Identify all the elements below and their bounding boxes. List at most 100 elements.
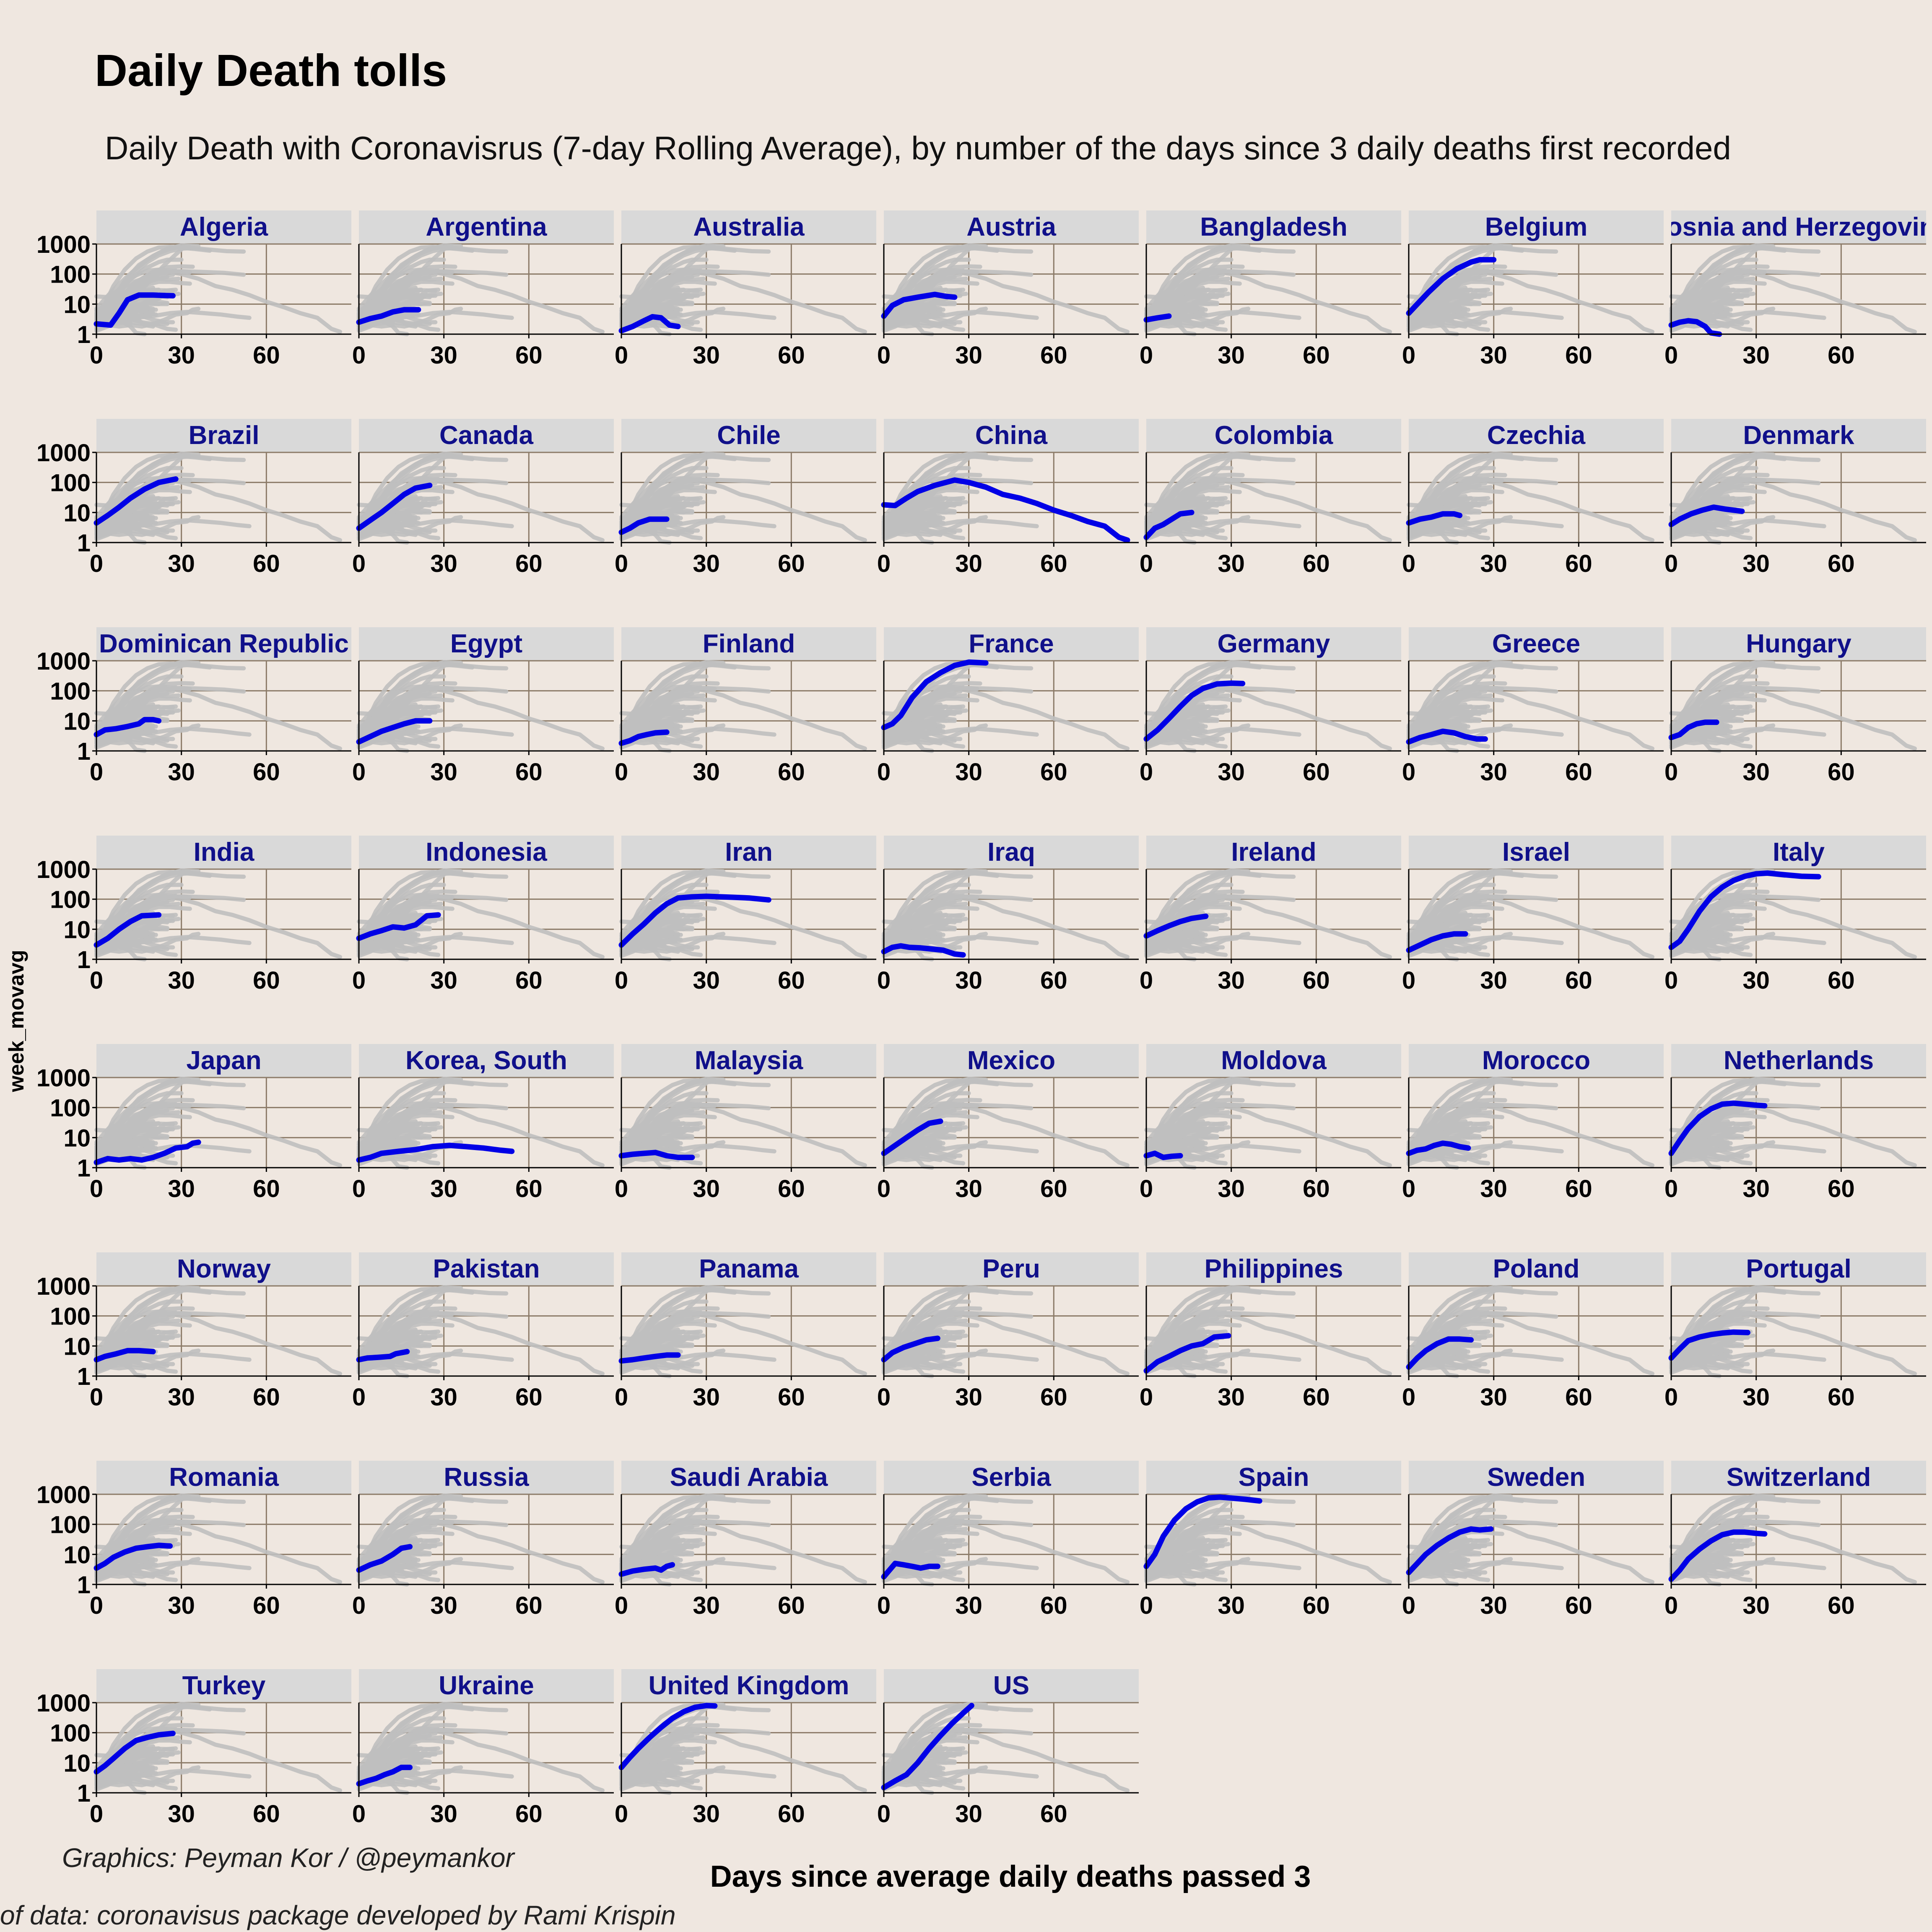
x-tick-label: 60: [778, 967, 805, 994]
series-line: [1406, 511, 1463, 526]
x-tick-label: 30: [955, 967, 982, 994]
series-line: [1668, 719, 1719, 740]
background-series-line: [1407, 1495, 1504, 1561]
background-series-line: [619, 1318, 706, 1366]
facet-strip: [1146, 627, 1401, 661]
x-tick-label: 60: [1828, 342, 1855, 369]
y-tick-label: 1000: [36, 1481, 91, 1509]
y-tick-label: 10: [63, 499, 91, 527]
y-tick-label: 1000: [36, 439, 91, 467]
background-series-line: [1407, 1078, 1504, 1145]
x-tick-label: 60: [1040, 342, 1067, 369]
facet-label: Turkey: [182, 1671, 266, 1700]
facet-strip: [884, 210, 1139, 244]
x-tick-label: 30: [693, 1800, 720, 1828]
background-series-line: [619, 276, 706, 325]
background-series-line: [1407, 1110, 1493, 1158]
x-tick-label: 30: [693, 1384, 720, 1411]
series-line: [1668, 318, 1722, 337]
background-series-line: [357, 276, 443, 325]
series-line: [93, 912, 162, 948]
series-line: [356, 1544, 413, 1573]
background-series-line: [1407, 453, 1499, 540]
background-series-line: [882, 1106, 963, 1149]
x-tick-label: 0: [615, 342, 628, 369]
background-series-line: [94, 1495, 187, 1581]
x-tick-label: 30: [430, 342, 457, 369]
series-line: [356, 1143, 515, 1163]
y-tick-label: 1000: [36, 231, 91, 258]
facet-label: Bosnia and Herzegovina: [1648, 213, 1932, 242]
x-tick-label: 30: [693, 550, 720, 577]
facet-strip: [1671, 836, 1926, 869]
facet-label: Russia: [444, 1463, 529, 1492]
background-series-line: [357, 1318, 443, 1366]
background-series-line: [882, 1527, 968, 1575]
facet-strip: [96, 627, 351, 661]
background-series-line: [882, 485, 968, 533]
x-tick-label: 30: [1742, 342, 1770, 369]
x-tick-label: 0: [1140, 1175, 1153, 1202]
background-series-line: [94, 1735, 181, 1783]
facet-strip: [884, 1669, 1139, 1703]
x-tick-label: 30: [693, 342, 720, 369]
x-tick-label: 30: [168, 1592, 195, 1619]
x-tick-label: 0: [1665, 1384, 1678, 1411]
background-series-line: [94, 244, 192, 311]
x-tick-label: 0: [90, 550, 103, 577]
background-series-line: [1407, 898, 1488, 940]
background-series-line: [357, 1527, 443, 1575]
facet-strip: [359, 627, 614, 661]
x-tick-label: 30: [168, 1384, 195, 1411]
y-tick-label: 1000: [36, 856, 91, 883]
background-series-line: [619, 1523, 700, 1566]
x-tick-label: 30: [1218, 758, 1245, 786]
background-series-line: [1669, 1523, 1750, 1566]
panel-us: US 0 30 60: [877, 1669, 1139, 1828]
x-tick-label: 30: [1480, 967, 1507, 994]
background-series-line: [357, 1495, 454, 1561]
facet-strip: [1409, 1044, 1664, 1078]
panel-australia: Australia 0 30 60: [615, 210, 876, 369]
facet-strip: [1146, 1252, 1401, 1286]
background-series-line: [357, 1286, 454, 1353]
x-tick-label: 30: [955, 1800, 982, 1828]
background-series-line: [1669, 273, 1750, 315]
panel-malaysia: Malaysia 0 30 60: [615, 1044, 876, 1202]
x-tick-label: 30: [1480, 550, 1507, 577]
background-series-line: [882, 453, 974, 540]
background-series-line: [619, 1527, 706, 1575]
panel-colombia: Colombia 0 30 60: [1140, 419, 1401, 577]
facet-label: Norway: [177, 1254, 271, 1283]
x-tick-label: 60: [253, 1800, 280, 1828]
x-tick-label: 60: [1565, 758, 1592, 786]
x-tick-label: 0: [352, 550, 366, 577]
x-tick-label: 30: [430, 1800, 457, 1828]
panel-korea-south: Korea, South 0 30 60: [352, 1044, 614, 1202]
facet-strip: [359, 419, 614, 452]
x-tick-label: 30: [955, 1384, 982, 1411]
background-series-line: [1669, 1078, 1761, 1165]
facet-label: India: [194, 838, 254, 867]
facet-strip: [359, 1252, 614, 1286]
x-tick-label: 30: [430, 758, 457, 786]
series-line: [1143, 680, 1246, 742]
facet-label: Indonesia: [426, 838, 547, 867]
x-tick-label: 0: [877, 550, 891, 577]
facet-label: Denmark: [1743, 421, 1854, 450]
background-series-line: [882, 1523, 963, 1566]
background-series-line: [357, 1731, 438, 1774]
x-tick-label: 60: [1303, 342, 1330, 369]
facet-label: Iraq: [987, 838, 1035, 867]
x-tick-label: 60: [1303, 1592, 1330, 1619]
y-tick-label: 1: [77, 738, 91, 765]
series-line: [881, 1703, 974, 1790]
x-tick-label: 30: [168, 342, 195, 369]
facet-label: France: [969, 629, 1054, 658]
y-tick-label: 1: [77, 1363, 91, 1390]
chart-title: Daily Death tolls: [95, 45, 447, 96]
facet-strip: [1671, 1252, 1926, 1286]
x-tick-label: 0: [877, 342, 891, 369]
background-series-line: [94, 1523, 175, 1566]
